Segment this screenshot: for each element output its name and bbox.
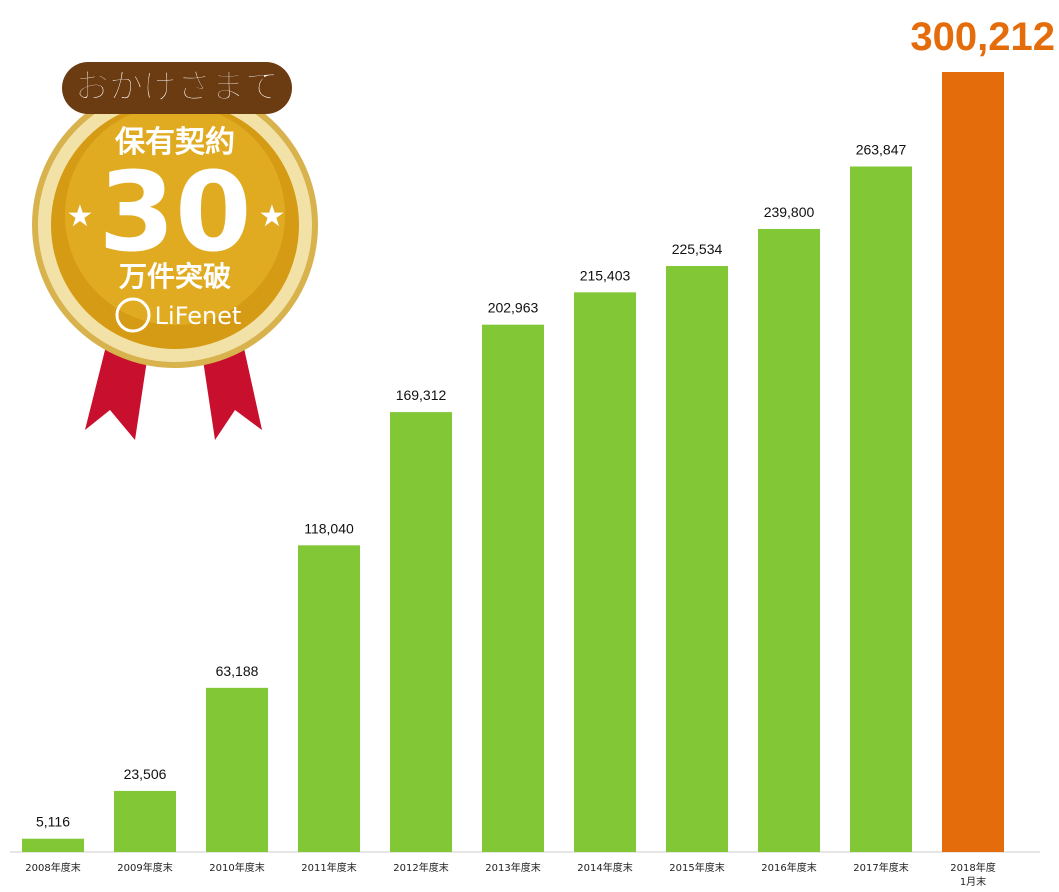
bar	[298, 545, 360, 852]
x-tick-label: 2012年度末	[376, 862, 466, 876]
x-tick-label: 2008年度末	[8, 862, 98, 876]
badge: おかげさまで 保有契約 30 ★ ★ 万件突破 LiFenet	[35, 62, 315, 440]
value-label: 169,312	[396, 387, 447, 403]
badge-brand: LiFenet	[155, 302, 242, 330]
bar	[22, 839, 84, 852]
page: おかげさまで 保有契約 30 ★ ★ 万件突破 LiFenet 5,116 23,…	[0, 0, 1059, 892]
bar	[390, 412, 452, 852]
x-tick-label: 2015年度末	[652, 862, 742, 876]
badge-line2: 万件突破	[119, 260, 231, 293]
value-label: 23,506	[124, 766, 167, 782]
value-label: 118,040	[304, 520, 354, 536]
value-label: 202,963	[488, 300, 539, 316]
x-tick-label: 2010年度末	[192, 862, 282, 876]
bar	[666, 266, 728, 852]
value-label: 225,534	[672, 241, 723, 257]
value-label: 5,116	[36, 814, 70, 830]
chart: おかげさまで 保有契約 30 ★ ★ 万件突破 LiFenet 5,116 23,…	[0, 0, 1059, 892]
value-label: 300,212	[910, 15, 1055, 59]
bar	[758, 229, 820, 852]
x-tick-label: 2018年度 1月末	[928, 862, 1018, 890]
bar	[574, 292, 636, 852]
badge-banner: おかげさまで	[75, 67, 279, 107]
star: ★	[67, 199, 94, 234]
x-tick-label: 2013年度末	[468, 862, 558, 876]
star: ★	[259, 199, 286, 234]
bar	[206, 688, 268, 852]
value-label: 239,800	[764, 204, 815, 220]
x-tick-label: 2016年度末	[744, 862, 834, 876]
x-tick-label: 2011年度末	[284, 862, 374, 876]
bar	[114, 791, 176, 852]
x-tick-label: 2014年度末	[560, 862, 650, 876]
x-tick-label: 2017年度末	[836, 862, 926, 876]
bar	[942, 72, 1004, 852]
bar	[482, 325, 544, 852]
badge-number: 30	[98, 148, 251, 276]
bar	[850, 166, 912, 852]
x-tick-label: 2009年度末	[100, 862, 190, 876]
value-label: 215,403	[580, 267, 631, 283]
value-label: 63,188	[216, 663, 259, 679]
value-label: 263,847	[856, 141, 907, 157]
